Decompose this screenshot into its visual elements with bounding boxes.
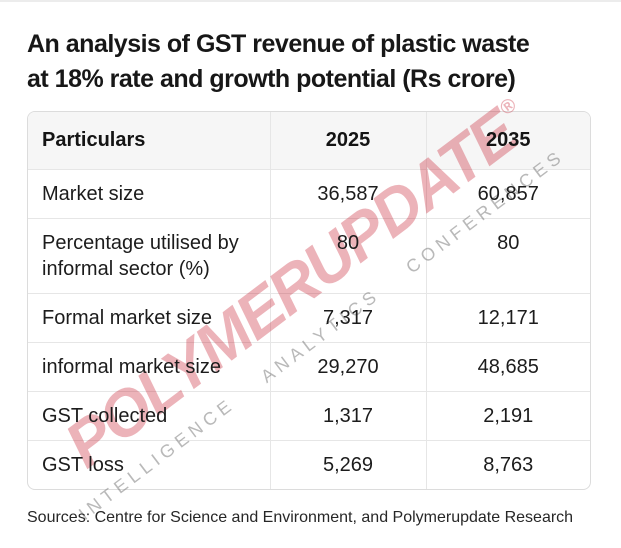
- chart-title: An analysis of GST revenue of plastic wa…: [27, 27, 594, 97]
- value-2035: 60,857: [477, 183, 539, 205]
- value-2035: 2,191: [483, 405, 534, 427]
- table-row: Market size 36,587 60,857: [28, 169, 590, 219]
- table-header-row: Particulars 2025 2035: [28, 112, 590, 170]
- title-line-2: at 18% rate and growth potential (Rs cro…: [27, 65, 516, 93]
- table-row: GST loss 5,269 8,763: [28, 440, 590, 490]
- row-label-cell: GST collected: [28, 391, 270, 441]
- value-2035: 12,171: [477, 307, 539, 329]
- row-label-cell: GST loss: [28, 441, 270, 490]
- value-2025-cell: 5,269: [269, 440, 426, 489]
- row-label: Formal market size: [42, 307, 213, 329]
- value-2025-cell: 36,587: [269, 169, 426, 219]
- value-2035-cell: 12,171: [425, 293, 590, 343]
- data-table-card: Particulars 2025 2035 Market size 36,587…: [27, 111, 591, 490]
- table-row: Formal market size 7,317 12,171: [28, 293, 590, 343]
- header-cell-particulars: Particulars: [28, 112, 270, 170]
- header-cell-2035: 2035: [425, 112, 590, 170]
- row-label-cell: Formal market size: [28, 293, 270, 343]
- value-2025: 1,317: [322, 405, 374, 427]
- header-cell-2025: 2025: [269, 112, 426, 170]
- value-2025: 7,317: [322, 307, 374, 329]
- title-line-1: An analysis of GST revenue of plastic wa…: [27, 30, 530, 58]
- value-2025: 29,270: [317, 356, 379, 378]
- source-note: Sources: Centre for Science and Environm…: [27, 509, 574, 526]
- value-2025-cell: 80: [269, 218, 426, 294]
- value-2025-cell: 1,317: [269, 391, 426, 441]
- value-2025-cell: 29,270: [269, 342, 426, 392]
- row-label-cell: informal market size: [28, 342, 270, 392]
- value-2035: 80: [497, 232, 520, 254]
- table-row: GST collected 1,317 2,191: [28, 391, 590, 441]
- value-2035: 48,685: [477, 356, 539, 378]
- row-label: GST collected: [42, 405, 168, 427]
- value-2025: 36,587: [317, 183, 379, 205]
- value-2035-cell: 60,857: [425, 169, 590, 219]
- row-label: Market size: [42, 183, 145, 205]
- value-2035-cell: 80: [425, 218, 590, 294]
- content-area: An analysis of GST revenue of plastic wa…: [0, 2, 621, 529]
- value-2035-cell: 2,191: [425, 391, 590, 441]
- value-2035-cell: 8,763: [425, 440, 590, 489]
- row-label: GST loss: [42, 454, 124, 476]
- table-body: Market size 36,587 60,857 Percentage uti…: [28, 169, 590, 490]
- table-row: informal market size 29,270 48,685: [28, 342, 590, 392]
- row-label-cell: Market size: [28, 169, 270, 219]
- row-label-cell: Percentage utilised by informal sector (…: [28, 218, 270, 294]
- table-row: Percentage utilised by informal sector (…: [28, 218, 590, 294]
- row-label: informal market size: [42, 356, 221, 378]
- value-2025-cell: 7,317: [269, 293, 426, 343]
- value-2025: 5,269: [322, 454, 374, 476]
- value-2025: 80: [336, 232, 360, 254]
- gst-revenue-table: Particulars 2025 2035 Market size 36,587…: [28, 112, 590, 489]
- value-2035: 8,763: [483, 454, 534, 476]
- row-label: Percentage utilised by informal sector (…: [42, 232, 239, 280]
- value-2035-cell: 48,685: [425, 342, 590, 392]
